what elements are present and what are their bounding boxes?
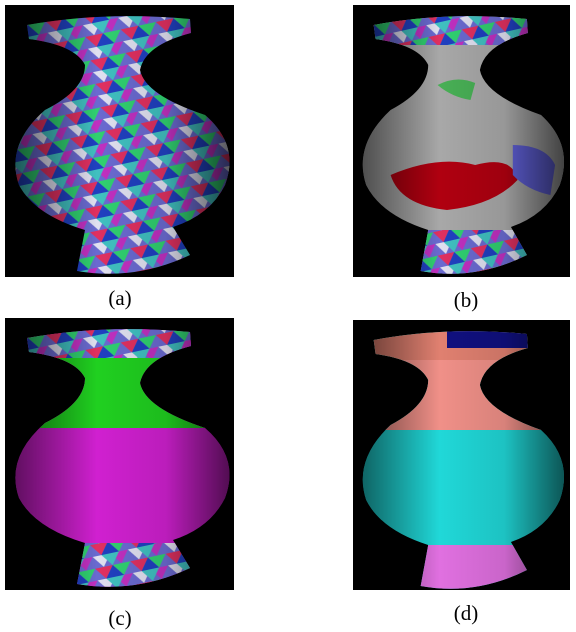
caption: (b) bbox=[454, 288, 479, 312]
panel-b bbox=[353, 5, 570, 280]
panel-a bbox=[5, 5, 235, 277]
caption: (a) bbox=[108, 286, 131, 310]
caption: (c) bbox=[108, 606, 131, 630]
panel-d bbox=[353, 320, 570, 595]
panel-c bbox=[5, 318, 235, 593]
figure: (a) (b) (c) bbox=[0, 0, 576, 632]
caption: (d) bbox=[454, 601, 479, 625]
